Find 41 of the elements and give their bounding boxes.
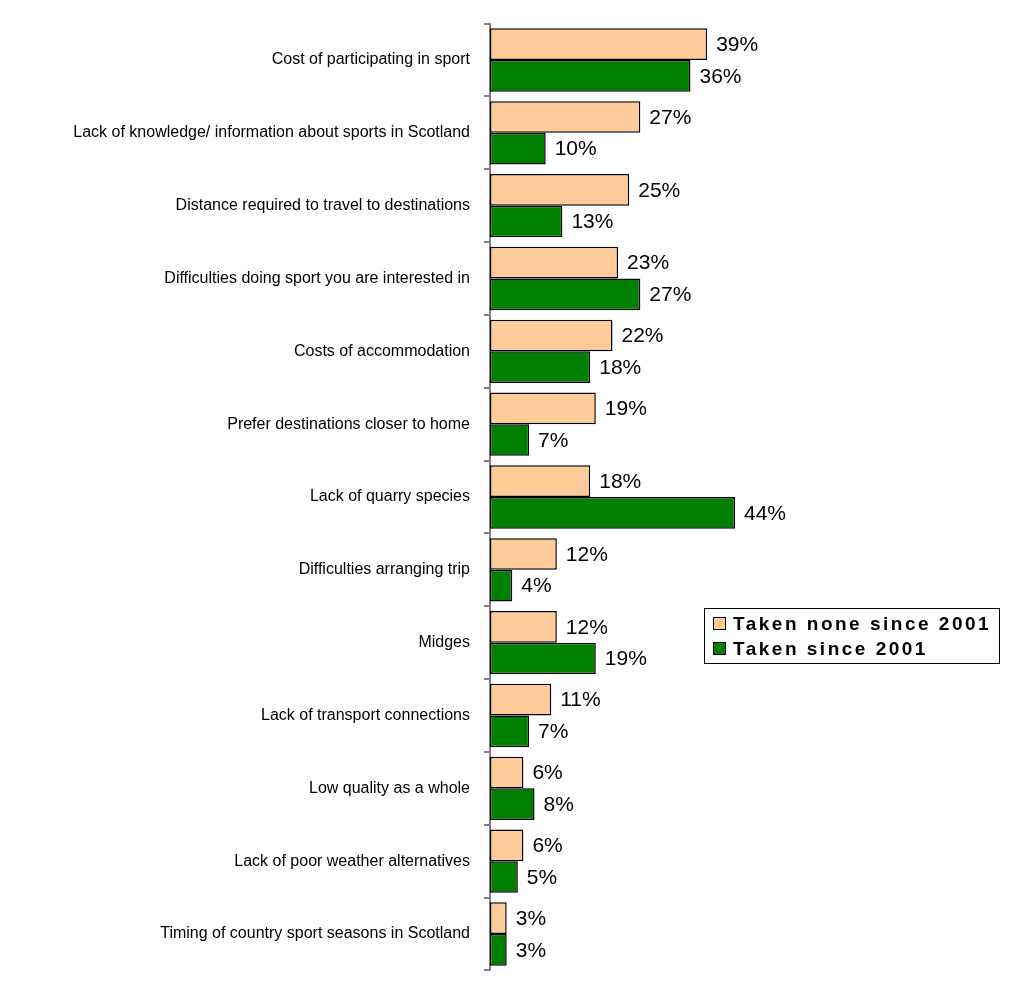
- data-label: 7%: [537, 427, 569, 451]
- data-label: 27%: [649, 282, 692, 306]
- y-tick-label: Lack of poor weather alternatives: [234, 851, 470, 869]
- data-label: 10%: [554, 136, 597, 160]
- data-label: 19%: [604, 646, 647, 670]
- data-label: 44%: [744, 500, 787, 524]
- data-label: 6%: [532, 760, 563, 784]
- data-label: 13%: [571, 209, 614, 233]
- y-tick-label: Cost of participating in sport: [271, 50, 471, 68]
- y-tick-label: Timing of country sport seasons in Scotland: [160, 924, 470, 942]
- y-tick-label: Lack of transport connections: [260, 705, 470, 723]
- y-tick-label: Low quality as a whole: [309, 778, 471, 796]
- data-label: 3%: [515, 905, 547, 929]
- data-label: 27%: [649, 104, 692, 128]
- data-label: 25%: [638, 177, 681, 201]
- data-label: 12%: [565, 614, 608, 638]
- legend-label: Taken since 2001: [733, 637, 928, 661]
- data-label: 18%: [599, 468, 642, 492]
- y-tick-label: Costs of accommodation: [293, 341, 470, 359]
- y-tick-label: Prefer destinations closer to home: [227, 414, 471, 432]
- data-label: 23%: [627, 250, 670, 274]
- y-tick-label: Lack of knowledge/ information about sports in Scotland: [73, 123, 470, 141]
- data-label: 19%: [604, 396, 647, 420]
- data-label: 5%: [526, 864, 558, 888]
- data-label: 4%: [521, 573, 552, 597]
- data-label: 8%: [543, 791, 574, 815]
- data-label: 3%: [515, 937, 547, 961]
- legend-label: Taken none since 2001: [733, 612, 992, 636]
- data-label: 36%: [699, 63, 742, 87]
- data-label: 39%: [716, 31, 759, 55]
- y-tick-label: Lack of quarry species: [309, 487, 470, 505]
- data-label: 18%: [599, 354, 642, 378]
- y-tick-label: Difficulties doing sport you are interested in: [164, 268, 470, 286]
- data-label: 12%: [565, 541, 608, 565]
- y-tick-label: Difficulties arranging trip: [298, 560, 471, 578]
- data-label: 11%: [560, 687, 601, 711]
- y-tick-label: Midges: [418, 633, 470, 651]
- data-label: 22%: [621, 323, 664, 347]
- data-label: 6%: [532, 833, 563, 857]
- data-label: 7%: [537, 719, 569, 743]
- y-tick-label: Distance required to travel to destinations: [175, 196, 470, 214]
